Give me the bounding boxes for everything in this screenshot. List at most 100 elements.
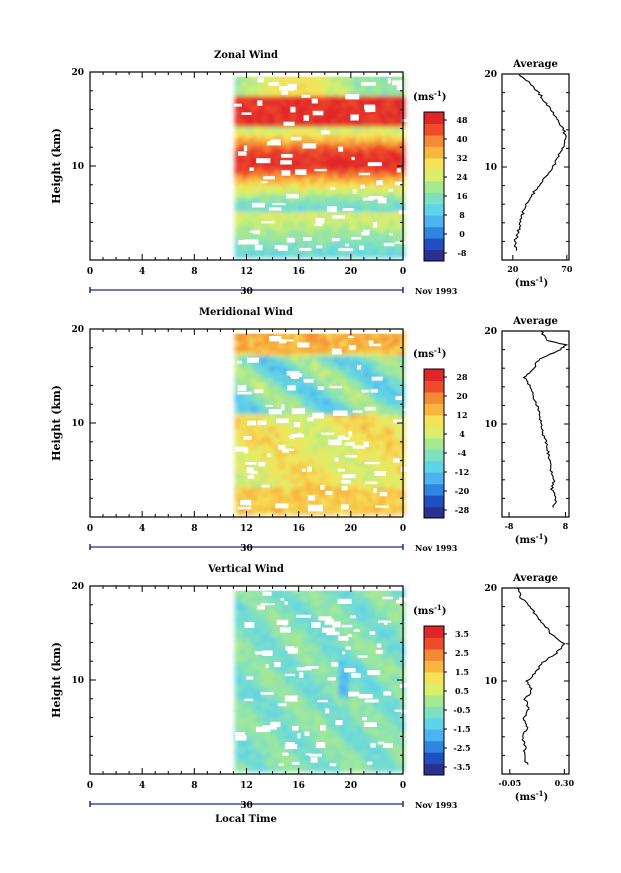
heatmap-cell [360,104,365,109]
heatmap-cell [267,76,273,81]
heatmap-cell [385,110,391,115]
heatmap-cell [371,165,376,170]
heatmap-cell [293,113,299,118]
heatmap-cell [290,144,295,148]
heatmap-cell [260,162,266,167]
heatmap-cell [260,248,266,252]
heatmap-cell [271,367,277,372]
heatmap-cell [326,248,332,252]
heatmap-cell [260,447,266,451]
heatmap-cell [279,498,284,503]
heatmap-cell [352,180,358,185]
heatmap-cell [238,440,243,445]
heatmap-cell [323,86,328,90]
heatmap-cell [245,480,251,485]
heatmap-cell [282,214,288,219]
heatmap-cell [234,138,240,142]
heatmap-cell [341,220,347,225]
heatmap-cell [393,217,398,222]
heatmap-cell [279,168,284,173]
heatmap-cell [234,379,240,384]
heatmap-cell [267,361,273,366]
heatmap-cell [297,245,302,249]
heatmap-cell [345,214,350,219]
heatmap-cell [293,361,299,366]
heatmap-cell [345,196,350,200]
heatmap-cell [245,395,251,399]
heatmap-cell [271,462,277,467]
heatmap-cell [238,337,243,341]
heatmap-cell [301,113,306,118]
heatmap-cell [319,101,324,106]
heatmap-cell [382,226,387,231]
heatmap-cell [304,190,310,194]
heatmap-cell [238,410,243,415]
heatmap-cell [264,502,269,506]
heatmap-cell [393,190,398,194]
heatmap-cell [260,355,266,360]
heatmap-cell [275,352,280,357]
heatmap-cell [256,125,262,130]
heatmap-cell [249,376,254,381]
heatmap-cell [360,199,365,203]
heatmap-cell [378,165,383,170]
heatmap-cell [275,101,280,106]
heatmap-cell [256,502,262,506]
heatmap-cell [260,98,266,103]
heatmap-cell [286,89,291,94]
heatmap-cell [349,165,354,170]
heatmap-cell [334,199,339,203]
heatmap-cell [330,251,336,255]
heatmap-cell [374,251,380,255]
heatmap-cell [308,89,313,94]
heatmap-cell [249,443,254,448]
heatmap-cell [279,232,284,237]
heatmap-cell [267,232,273,237]
heatmap-cell [290,456,295,460]
missing-data-gap [268,207,282,211]
heatmap-cell [293,337,299,341]
heatmap-cell [242,196,247,200]
heatmap-cell [301,193,306,197]
heatmap-cell [385,217,391,222]
heatmap-cell [282,471,288,476]
heatmap-cell [356,217,361,222]
heatmap-cell [338,238,343,243]
heatmap-cell [256,379,262,384]
heatmap-cell [238,101,243,106]
heatmap-cell [282,141,288,145]
heatmap-cell [293,177,299,182]
heatmap-cell [271,346,277,351]
heatmap-cell [271,205,277,210]
heatmap-cell [286,104,291,109]
heatmap-cell [256,107,262,112]
heatmap-cell [282,196,288,200]
heatmap-cell [356,104,361,109]
heatmap-cell [245,477,251,482]
heatmap-cell [245,413,251,418]
heatmap-cell [374,205,380,210]
heatmap-cell [238,450,243,454]
heatmap-cell [275,486,280,491]
heatmap-cell [279,104,284,109]
heatmap-cell [267,495,273,500]
heatmap-cell [334,235,339,240]
heatmap-cell [304,489,310,494]
heatmap-cell [245,428,251,433]
heatmap-cell [389,211,395,216]
heatmap-cell [319,186,324,191]
heatmap-cell [256,174,262,179]
profile-line [513,73,567,251]
heatmap-cell [312,183,317,188]
heatmap-cell [360,162,365,167]
heatmap-cell [234,404,240,409]
heatmap-cell [304,135,310,139]
heatmap-cell [338,220,343,225]
heatmap-cell [341,141,347,145]
heatmap-cell [301,153,306,158]
heatmap-cell [330,171,336,176]
heatmap-cell [352,226,358,231]
heatmap-cell [279,477,284,482]
heatmap-cell [367,125,372,130]
heatmap-cell [264,489,269,494]
